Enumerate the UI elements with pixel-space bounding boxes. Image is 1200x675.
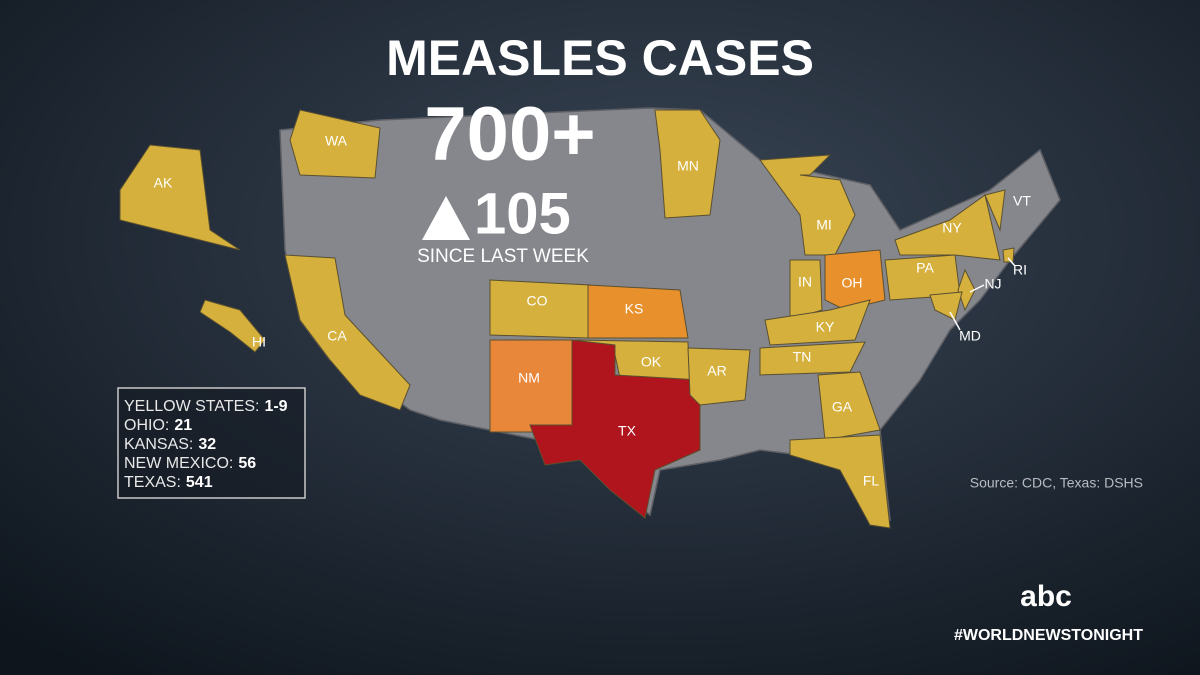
state-label: HI (252, 334, 266, 350)
state-shape (119, 144, 241, 251)
state-label: VT (1013, 193, 1031, 209)
total: 700+ (424, 92, 595, 177)
state-label: MN (677, 158, 699, 174)
state-label: NM (518, 370, 540, 386)
state-label: OK (641, 354, 662, 370)
state-label: KS (625, 301, 644, 317)
legend-label: NEW MEXICO: (124, 455, 233, 472)
state-shape (764, 299, 871, 346)
legend-label: YELLOW STATES: (124, 398, 259, 415)
state-label: OH (842, 275, 863, 291)
legend-label: TEXAS: (124, 474, 181, 491)
legend-box (117, 387, 306, 499)
state-shape (687, 347, 751, 406)
state-label: FL (863, 473, 880, 489)
state-label: PA (916, 260, 934, 276)
state-label: NJ (984, 276, 1001, 292)
state-shape (284, 254, 411, 411)
title: MEASLES CASES (386, 30, 814, 86)
state-shape (489, 339, 573, 433)
state-shape (789, 259, 823, 321)
leader-line (969, 284, 985, 293)
state-label: NY (942, 220, 962, 236)
legend-item: OHIO: 21 (124, 417, 192, 434)
leader-line (949, 311, 961, 331)
state-label: CA (327, 328, 347, 344)
state-label: GA (832, 399, 853, 415)
state-shape (1002, 247, 1015, 263)
leader-line (1007, 257, 1016, 267)
state-shape (289, 109, 381, 179)
state-shape (587, 284, 689, 339)
legend-value: 1-9 (264, 398, 287, 415)
legend-value: 21 (174, 417, 192, 434)
state-shape (759, 341, 866, 376)
hashtag: #WORLDNEWSTONIGHT (954, 627, 1143, 644)
legend-value: 56 (238, 455, 256, 472)
state-shape (489, 279, 591, 339)
state-label: WA (325, 133, 348, 149)
state-label: AR (707, 363, 726, 379)
legend-item: NEW MEXICO: 56 (124, 455, 256, 472)
up-triangle (422, 196, 470, 240)
change-label: SINCE LAST WEEK (417, 246, 589, 267)
legend-value: 541 (186, 474, 213, 491)
state-shape (789, 434, 891, 529)
source: Source: CDC, Texas: DSHS (970, 475, 1143, 491)
legend-item: TEXAS: 541 (124, 474, 213, 491)
legend-value: 32 (198, 436, 216, 453)
legend-label: KANSAS: (124, 436, 193, 453)
state-label: AK (154, 175, 173, 191)
change: 105 (474, 181, 571, 246)
state-shape (529, 339, 701, 519)
state-label: KY (816, 319, 835, 335)
state-shape (957, 268, 976, 312)
state-label: MI (816, 217, 832, 233)
state-label: IN (798, 274, 812, 290)
network-logo: abc (1020, 580, 1072, 613)
legend-item: YELLOW STATES: 1-9 (124, 398, 288, 415)
state-label: TN (793, 349, 812, 365)
state-label: MD (959, 328, 981, 344)
state-shape (894, 194, 1001, 261)
state-label: CO (527, 293, 548, 309)
state-label: RI (1013, 262, 1027, 278)
state-shape (984, 189, 1006, 232)
legend-item: KANSAS: 32 (124, 436, 216, 453)
state-shape (654, 109, 721, 219)
state-shape (759, 154, 856, 256)
state-shape (199, 299, 266, 353)
state-shape (817, 371, 881, 441)
legend-label: OHIO: (124, 417, 169, 434)
legend: YELLOW STATES: 1-9 OHIO: 21 KANSAS: 32 NEW MEX… (124, 398, 288, 491)
state-label: TX (618, 423, 637, 439)
